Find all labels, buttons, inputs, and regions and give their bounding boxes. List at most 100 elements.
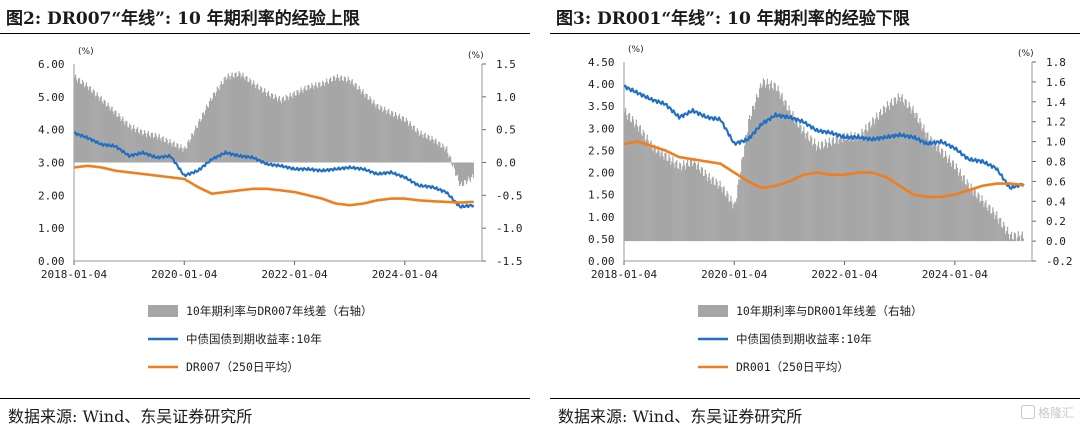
bar-mark bbox=[649, 142, 651, 242]
bar-mark bbox=[167, 144, 169, 163]
bar-mark bbox=[150, 132, 152, 163]
bar-mark bbox=[758, 88, 761, 242]
bar-mark bbox=[103, 99, 105, 163]
bar-mark bbox=[903, 105, 905, 242]
bar-mark bbox=[429, 141, 431, 163]
bar-mark bbox=[823, 146, 826, 242]
bar-mark bbox=[929, 142, 931, 242]
bar-mark bbox=[290, 95, 292, 163]
bar-mark bbox=[434, 140, 436, 163]
bar-mark bbox=[227, 73, 229, 163]
bar-mark bbox=[921, 130, 923, 242]
bar-mark bbox=[986, 207, 988, 242]
bar-mark bbox=[119, 115, 121, 163]
bar-mark bbox=[310, 87, 312, 163]
bar-mark bbox=[898, 97, 900, 242]
bar-mark bbox=[384, 106, 386, 163]
bar-mark bbox=[770, 80, 772, 242]
bar-mark bbox=[213, 92, 216, 163]
bar-mark bbox=[768, 89, 770, 242]
bar-mark bbox=[683, 160, 685, 242]
bar-mark bbox=[826, 147, 829, 242]
bar-mark bbox=[132, 128, 134, 163]
bar-mark bbox=[100, 96, 102, 163]
bar-mark bbox=[449, 155, 451, 163]
bar-mark bbox=[168, 142, 170, 163]
right-tick-label: 1.6 bbox=[1046, 76, 1066, 89]
bar-mark bbox=[906, 108, 908, 242]
bar-mark bbox=[84, 85, 87, 163]
bar-mark bbox=[953, 169, 956, 242]
bar-mark bbox=[98, 100, 100, 163]
bar-mark bbox=[339, 77, 342, 163]
bar-mark bbox=[185, 148, 187, 163]
bar-mark bbox=[294, 95, 296, 163]
bar-mark bbox=[804, 133, 806, 242]
bar-mark bbox=[773, 82, 775, 242]
bar-mark bbox=[816, 145, 819, 242]
bar-mark bbox=[230, 75, 232, 163]
bar-mark bbox=[752, 105, 755, 242]
bar-mark bbox=[418, 136, 420, 163]
bar-mark bbox=[841, 142, 843, 242]
bar-mark bbox=[386, 114, 388, 163]
bar-mark bbox=[925, 137, 927, 242]
bar-mark bbox=[736, 198, 738, 242]
bar-mark bbox=[312, 85, 314, 163]
bar-mark bbox=[143, 130, 146, 163]
bar-mark bbox=[927, 132, 929, 242]
bar-mark bbox=[281, 97, 283, 163]
bar-mark bbox=[388, 108, 390, 163]
bar-mark bbox=[424, 132, 426, 163]
bar-mark bbox=[351, 79, 353, 163]
bar-mark bbox=[77, 78, 80, 163]
bar-mark bbox=[819, 149, 822, 242]
bar-mark bbox=[315, 82, 317, 163]
bar-mark bbox=[704, 169, 706, 242]
bar-mark bbox=[848, 141, 850, 242]
bar-mark bbox=[711, 177, 713, 242]
bar-mark bbox=[733, 203, 735, 242]
bar-mark bbox=[454, 162, 456, 169]
bar-mark bbox=[779, 98, 781, 242]
bar-mark bbox=[229, 79, 231, 163]
left-tick-label: 1.00 bbox=[588, 211, 615, 224]
bar-mark bbox=[138, 133, 141, 163]
bar-mark bbox=[423, 134, 425, 163]
bar-mark bbox=[450, 157, 452, 163]
bar-mark bbox=[472, 162, 474, 178]
bar-mark bbox=[651, 148, 653, 242]
chart-title: 图2: DR007“年线”: 10 年期利率的经验上限 bbox=[6, 9, 360, 29]
left-tick-label: 4.00 bbox=[588, 78, 615, 91]
bar-mark bbox=[893, 97, 895, 242]
bar-mark bbox=[780, 95, 782, 242]
bar-mark bbox=[154, 132, 156, 163]
bar-mark bbox=[920, 122, 922, 242]
bar-mark bbox=[90, 91, 92, 163]
bar-mark bbox=[897, 93, 899, 242]
bar-mark bbox=[701, 167, 703, 242]
bar-mark bbox=[149, 137, 152, 163]
bar-mark bbox=[215, 91, 217, 163]
bar-mark bbox=[256, 84, 258, 163]
left-tick-label: 4.50 bbox=[588, 56, 615, 69]
bar-mark bbox=[181, 147, 183, 163]
bar-mark bbox=[626, 119, 629, 242]
bar-mark bbox=[1005, 233, 1007, 242]
bar-mark bbox=[144, 133, 147, 163]
bar-mark bbox=[381, 106, 383, 163]
bar-mark bbox=[251, 85, 253, 163]
legend-swatch bbox=[148, 305, 178, 317]
bar-mark bbox=[789, 110, 791, 242]
bar-mark bbox=[392, 111, 394, 163]
bar-mark bbox=[453, 162, 455, 165]
bar-mark bbox=[778, 91, 780, 242]
bar-mark bbox=[956, 167, 958, 242]
bar-mark bbox=[648, 147, 650, 242]
bar-mark bbox=[327, 82, 329, 163]
bar-mark bbox=[395, 115, 398, 163]
bar-mark bbox=[258, 89, 260, 163]
bar-mark bbox=[238, 71, 240, 163]
right-axis-unit: (%) bbox=[1018, 49, 1034, 59]
bar-mark bbox=[870, 127, 872, 242]
